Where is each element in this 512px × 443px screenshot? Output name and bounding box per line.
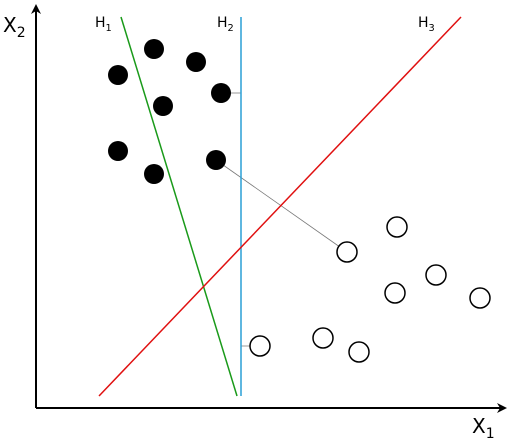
label-sub: 3 — [429, 23, 435, 34]
h3-label: H3 — [418, 15, 435, 34]
hyperplane-h1 — [120, 16, 238, 397]
label-sub: 2 — [17, 25, 26, 41]
point — [144, 164, 164, 184]
label-text: X — [472, 414, 486, 438]
point — [384, 282, 406, 304]
class-a-points — [108, 39, 231, 184]
label-text: H — [418, 15, 429, 31]
y-axis-label: X2 — [3, 13, 26, 41]
label-text: H — [217, 15, 228, 31]
point — [211, 83, 231, 103]
point — [108, 141, 128, 161]
point — [249, 335, 271, 357]
x-axis-label: X1 — [472, 414, 495, 442]
point — [312, 327, 334, 349]
point — [144, 39, 164, 59]
point — [206, 150, 226, 170]
label-text: H — [95, 15, 106, 31]
point — [386, 216, 408, 238]
label-sub: 2 — [228, 23, 234, 34]
label-sub: 1 — [486, 426, 495, 442]
point — [469, 287, 491, 309]
point — [108, 65, 128, 85]
point — [336, 241, 358, 263]
hyperplane-h3 — [98, 16, 462, 397]
point — [348, 341, 370, 363]
point — [425, 264, 447, 286]
point — [186, 52, 206, 72]
class-b-points — [249, 216, 491, 363]
label-text: X — [3, 13, 17, 37]
label-sub: 1 — [106, 23, 112, 34]
point — [153, 96, 173, 116]
h2-label: H2 — [217, 15, 234, 34]
h1-label: H1 — [95, 15, 112, 34]
